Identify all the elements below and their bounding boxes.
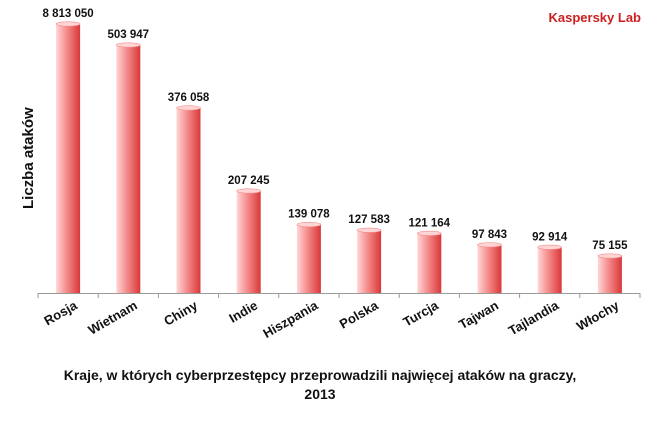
chart-caption: Kraje, w których cyberprzestępcy przepro… bbox=[63, 367, 577, 402]
bar-2 bbox=[116, 45, 141, 293]
data-label-4: 207 245 bbox=[228, 175, 270, 187]
data-label-10: 75 155 bbox=[592, 240, 628, 252]
data-label-2: 503 947 bbox=[108, 29, 150, 41]
data-label-3: 376 058 bbox=[168, 92, 210, 104]
category-label-3: Chiny bbox=[161, 297, 200, 328]
bar-cap-1 bbox=[55, 21, 81, 27]
bar-10 bbox=[597, 256, 622, 293]
bar-cap-2 bbox=[116, 42, 141, 48]
data-label-7: 121 164 bbox=[409, 217, 451, 229]
bar-cap-8 bbox=[477, 242, 502, 248]
brand-logo-text: Kaspersky Lab bbox=[548, 10, 642, 25]
category-label-5: Hiszpania bbox=[260, 297, 321, 341]
bar-6 bbox=[357, 230, 382, 293]
bar-4 bbox=[236, 191, 261, 293]
bar-1 bbox=[56, 24, 81, 293]
bar-cap-10 bbox=[597, 253, 623, 259]
category-label-10: Włochy bbox=[574, 297, 622, 333]
data-label-1: 8 813 050 bbox=[43, 8, 94, 20]
bar-cap-4 bbox=[236, 188, 261, 194]
data-label-5: 139 078 bbox=[288, 209, 330, 221]
data-label-8: 97 843 bbox=[472, 229, 507, 241]
bar-5 bbox=[296, 224, 321, 293]
data-label-6: 127 583 bbox=[348, 214, 390, 226]
category-label-1: Rosja bbox=[41, 297, 80, 328]
bar-cap-9 bbox=[537, 244, 563, 250]
bar-7 bbox=[417, 233, 442, 293]
bar-cap-6 bbox=[356, 227, 382, 233]
bar-3 bbox=[176, 107, 201, 293]
data-label-9: 92 914 bbox=[532, 231, 568, 243]
category-label-8: Tajwan bbox=[456, 298, 501, 333]
bar-9 bbox=[537, 247, 562, 293]
category-label-4: Indie bbox=[226, 298, 260, 326]
bar-cap-5 bbox=[296, 222, 322, 228]
bar-cap-7 bbox=[416, 230, 442, 236]
y-axis-label: Liczba ataków bbox=[20, 107, 37, 209]
bar-8 bbox=[477, 244, 502, 293]
bar-cap-3 bbox=[176, 105, 201, 111]
category-label-9: Tajlandia bbox=[506, 297, 562, 338]
category-label-6: Polska bbox=[337, 297, 381, 331]
category-label-7: Turcja bbox=[400, 297, 441, 329]
category-label-2: Wietnam bbox=[85, 298, 139, 338]
